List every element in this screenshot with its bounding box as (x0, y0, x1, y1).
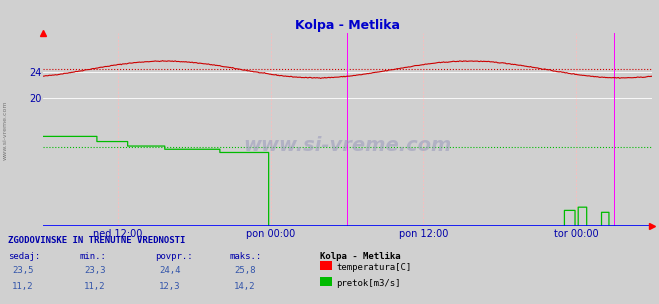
Bar (320, 261, 332, 270)
Text: 12,3: 12,3 (159, 282, 181, 291)
Text: 11,2: 11,2 (84, 282, 105, 291)
Text: 23,3: 23,3 (84, 266, 105, 275)
Text: sedaj:: sedaj: (8, 252, 40, 261)
Text: www.si-vreme.com: www.si-vreme.com (3, 101, 8, 161)
Text: ZGODOVINSKE IN TRENUTNE VREDNOSTI: ZGODOVINSKE IN TRENUTNE VREDNOSTI (8, 236, 185, 244)
Text: min.:: min.: (80, 252, 107, 261)
Text: povpr.:: povpr.: (155, 252, 192, 261)
Text: 11,2: 11,2 (12, 282, 34, 291)
Text: maks.:: maks.: (230, 252, 262, 261)
Title: Kolpa - Metlika: Kolpa - Metlika (295, 19, 400, 32)
Text: www.si-vreme.com: www.si-vreme.com (243, 136, 452, 155)
Text: 24,4: 24,4 (159, 266, 181, 275)
Text: 14,2: 14,2 (234, 282, 256, 291)
Text: Kolpa - Metlika: Kolpa - Metlika (320, 252, 401, 261)
Text: pretok[m3/s]: pretok[m3/s] (336, 279, 401, 288)
Text: temperatura[C]: temperatura[C] (336, 263, 411, 272)
Text: 25,8: 25,8 (234, 266, 256, 275)
Bar (320, 277, 332, 286)
Text: 23,5: 23,5 (12, 266, 34, 275)
